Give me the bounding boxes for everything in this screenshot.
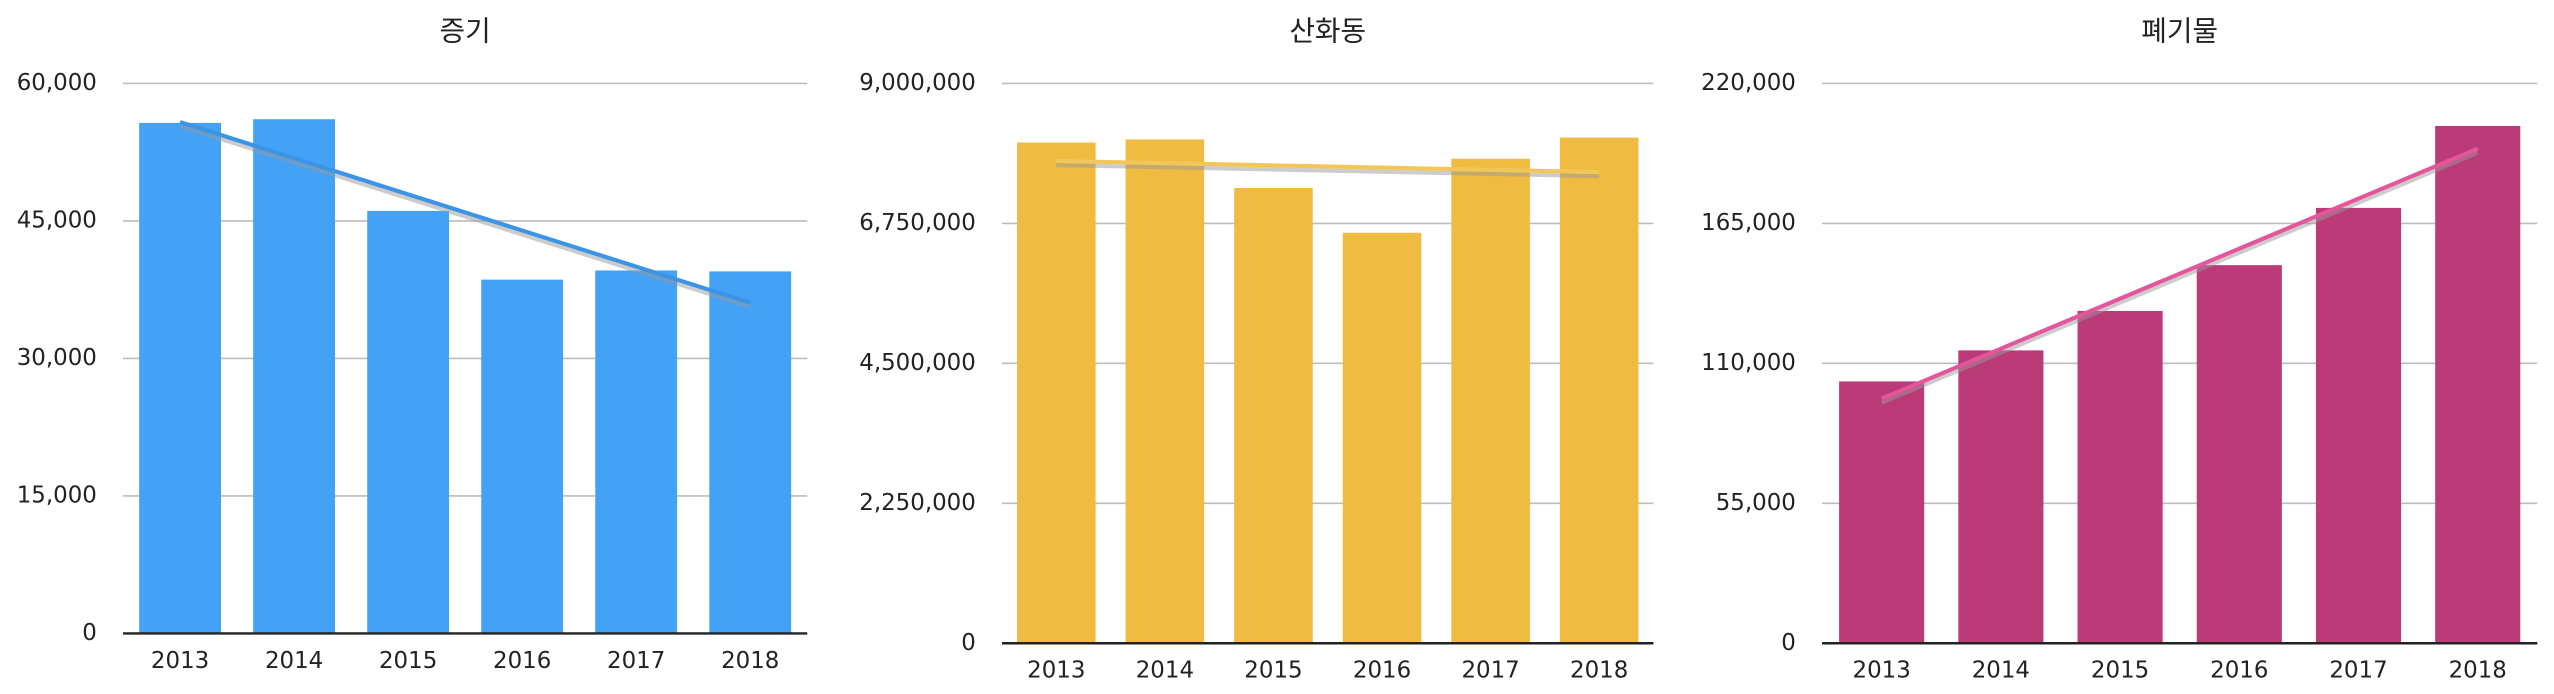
y-tick-label: 60,000 bbox=[17, 70, 97, 96]
y-tick-label: 165,000 bbox=[1701, 210, 1796, 236]
x-tick-label: 2018 bbox=[1570, 658, 1628, 684]
x-tick-label: 2017 bbox=[2329, 658, 2387, 684]
x-tick-label: 2018 bbox=[2449, 658, 2507, 684]
chart-title: 폐기물 bbox=[2141, 15, 2218, 48]
trend-shadow bbox=[1880, 150, 2479, 405]
x-tick-label: 2015 bbox=[379, 648, 437, 674]
y-tick-label: 6,750,000 bbox=[859, 210, 976, 236]
bar bbox=[367, 210, 450, 634]
bar bbox=[1017, 142, 1096, 644]
y-tick-label: 4,500,000 bbox=[859, 350, 976, 376]
trend-line bbox=[1880, 146, 2479, 401]
trend-line bbox=[1056, 158, 1600, 175]
bar bbox=[709, 271, 792, 634]
bar bbox=[1234, 187, 1313, 644]
y-tick-label: 30,000 bbox=[17, 345, 97, 371]
x-tick-label: 2016 bbox=[1353, 658, 1411, 684]
bar bbox=[139, 122, 221, 634]
y-tick-label: 2,250,000 bbox=[859, 490, 976, 516]
y-tick-label: 15,000 bbox=[17, 482, 97, 508]
chart-title: 증기 bbox=[440, 15, 491, 48]
x-tick-label: 2013 bbox=[151, 648, 209, 674]
x-tick-label: 2016 bbox=[2210, 658, 2268, 684]
bar bbox=[1451, 158, 1530, 644]
x-tick-label: 2013 bbox=[1853, 658, 1911, 684]
bar bbox=[1125, 139, 1205, 644]
y-tick-label: 110,000 bbox=[1701, 350, 1796, 376]
bar bbox=[2435, 125, 2521, 644]
bar bbox=[1839, 381, 1925, 644]
y-tick-label: 9,000,000 bbox=[859, 70, 976, 96]
x-tick-label: 2014 bbox=[1136, 658, 1194, 684]
trend-shadow bbox=[1056, 163, 1600, 179]
trend-line bbox=[179, 120, 751, 305]
x-tick-label: 2017 bbox=[607, 648, 665, 674]
x-tick-label: 2016 bbox=[493, 648, 551, 674]
trend-shadow bbox=[179, 124, 751, 309]
bar bbox=[2196, 265, 2282, 644]
bar bbox=[481, 279, 564, 634]
y-tick-label: 55,000 bbox=[1716, 490, 1796, 516]
y-tick-label: 0 bbox=[961, 630, 976, 656]
y-tick-label: 45,000 bbox=[17, 207, 97, 233]
bar bbox=[253, 119, 336, 634]
bar bbox=[1342, 232, 1422, 644]
x-tick-label: 2013 bbox=[1027, 658, 1085, 684]
chart-title: 산화동 bbox=[1289, 15, 1366, 48]
x-tick-label: 2017 bbox=[1461, 658, 1519, 684]
x-tick-label: 2015 bbox=[1244, 658, 1302, 684]
y-tick-label: 0 bbox=[82, 620, 97, 646]
y-tick-label: 220,000 bbox=[1701, 70, 1796, 96]
x-tick-label: 2014 bbox=[265, 648, 323, 674]
x-tick-label: 2018 bbox=[721, 648, 779, 674]
bar bbox=[2315, 207, 2402, 644]
y-tick-label: 0 bbox=[1781, 630, 1796, 656]
bar bbox=[2077, 310, 2163, 644]
bar bbox=[595, 270, 678, 634]
bar bbox=[1958, 350, 2044, 644]
x-tick-label: 2014 bbox=[1972, 658, 2030, 684]
x-tick-label: 2015 bbox=[2091, 658, 2149, 684]
bar bbox=[1559, 137, 1639, 644]
